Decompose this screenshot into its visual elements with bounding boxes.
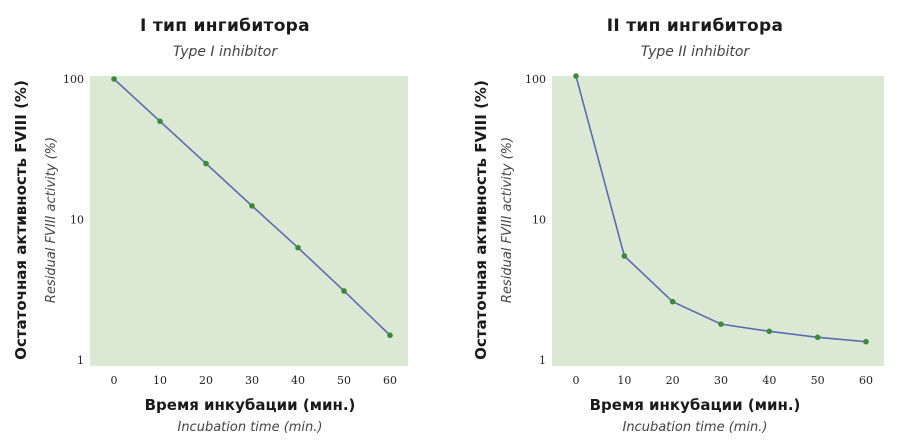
x-tick-label: 30	[714, 374, 728, 387]
x-axis-sublabel: Incubation time (min.)	[177, 420, 323, 435]
data-point	[249, 203, 255, 209]
data-point	[387, 332, 393, 339]
y-axis-sublabel: Residual FVIII activity (%)	[44, 136, 59, 304]
data-point	[863, 338, 869, 345]
chart-panel-type1: I тип ингибитора Type I inhibitor 1 10 100…	[12, 16, 408, 435]
data-point	[295, 244, 301, 251]
chart-subtitle: Type I inhibitor	[172, 44, 278, 60]
plot-area	[552, 76, 884, 366]
data-point	[718, 321, 724, 327]
chart-plot-type2: 1 10 100 0 10 20 30 40 50 60	[525, 73, 884, 387]
data-point	[814, 334, 821, 341]
chart-title: I тип ингибитора	[140, 16, 310, 36]
y-tick-label: 10	[70, 214, 84, 227]
x-tick-label: 50	[811, 374, 825, 387]
y-axis-label: Остаточная активность FVIII (%)	[472, 80, 490, 360]
y-axis-label-group: Остаточная активность FVIII (%)	[472, 70, 492, 370]
data-point	[111, 76, 117, 82]
data-point	[573, 73, 579, 79]
data-point	[669, 298, 676, 305]
data-point	[341, 288, 347, 294]
y-tick-label: 1	[539, 354, 546, 367]
x-axis-label: Время инкубации (мин.)	[589, 396, 801, 414]
data-point	[203, 160, 209, 167]
x-tick-label: 40	[291, 374, 305, 387]
x-axis-sublabel: Incubation time (min.)	[622, 420, 768, 435]
y-axis-label-group: Остаточная активность FVIII (%)	[12, 70, 32, 370]
x-axis-label: Время инкубации (мин.)	[144, 396, 356, 414]
data-point	[621, 253, 628, 259]
y-axis-sublabel-group: Residual FVIII activity (%)	[500, 70, 520, 370]
y-tick-label: 10	[532, 214, 546, 227]
x-tick-label: 50	[337, 374, 351, 387]
x-tick-label: 60	[383, 374, 397, 387]
x-tick-label: 0	[573, 374, 580, 387]
x-tick-label: 60	[859, 374, 873, 387]
chart-subtitle: Type II inhibitor	[640, 44, 750, 60]
y-tick-label: 100	[63, 73, 84, 86]
chart-panel-type2: II тип ингибитора Type II inhibitor 1 10 1…	[450, 0, 900, 447]
data-point	[157, 118, 163, 125]
y-axis-label: Остаточная активность FVIII (%)	[12, 80, 30, 360]
x-tick-label: 0	[111, 374, 118, 387]
x-tick-label: 40	[762, 374, 776, 387]
y-tick-label: 100	[525, 73, 546, 86]
x-tick-label: 20	[199, 374, 213, 387]
x-tick-label: 30	[245, 374, 259, 387]
x-tick-label: 10	[153, 374, 167, 387]
x-tick-label: 20	[666, 374, 680, 387]
chart-plot-type1: 1 10 100 0 10 20 30 40 50 60	[63, 73, 408, 387]
plot-area	[90, 76, 408, 366]
y-axis-sublabel-group: Residual FVIII activity (%)	[44, 70, 64, 370]
chart-title: II тип ингибитора	[606, 16, 784, 36]
y-tick-label: 1	[77, 354, 84, 367]
y-axis-sublabel: Residual FVIII activity (%)	[500, 136, 515, 304]
data-point	[766, 328, 773, 335]
x-tick-label: 10	[617, 374, 631, 387]
